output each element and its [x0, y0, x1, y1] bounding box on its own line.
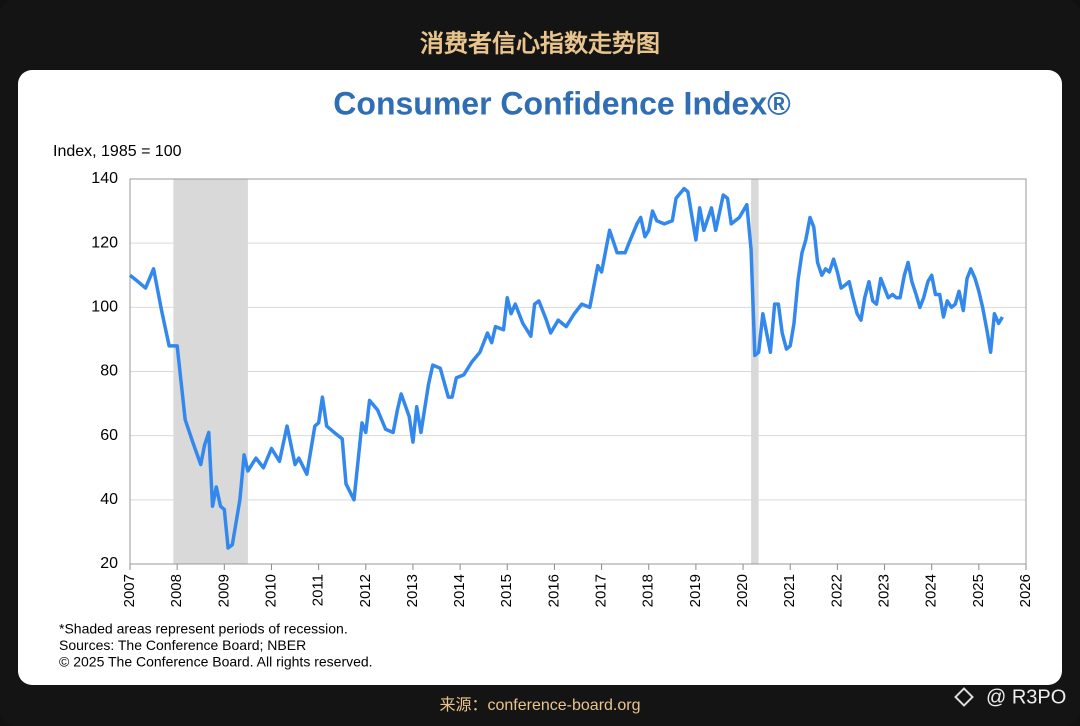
footnote: Sources: The Conference Board; NBER: [59, 637, 306, 653]
chart-title: Consumer Confidence Index®: [333, 85, 791, 121]
footnote: *Shaded areas represent periods of reces…: [59, 621, 348, 637]
x-tick-label: 2019: [687, 574, 704, 607]
x-tick-label: 2020: [734, 574, 751, 607]
x-tick-label: 2021: [781, 574, 798, 607]
x-tick-label: 2018: [640, 574, 657, 607]
watermark: @ R3PO: [986, 686, 1066, 708]
x-tick-label: 2015: [498, 574, 515, 607]
y-tick-label: 40: [100, 491, 118, 508]
x-tick-label: 2024: [923, 574, 940, 607]
x-tick-label: 2012: [357, 574, 374, 607]
y-tick-label: 80: [100, 363, 118, 380]
header: 消费者信心指数走势图: [420, 29, 660, 57]
x-tick-label: 2016: [545, 574, 562, 607]
card: [18, 70, 1062, 685]
source: 来源：conference-board.org: [440, 696, 641, 714]
watermark-icon: [954, 687, 974, 707]
x-tick-label: 2011: [310, 574, 327, 606]
x-tick-label: 2008: [168, 574, 185, 607]
x-tick-label: 2009: [215, 574, 232, 607]
x-tick-label: 2010: [262, 574, 279, 607]
x-tick-label: 2017: [593, 574, 610, 607]
y-tick-label: 100: [91, 299, 118, 316]
x-tick-label: 2023: [875, 574, 892, 607]
footnote: © 2025 The Conference Board. All rights …: [59, 654, 373, 670]
x-tick-label: 2013: [404, 574, 421, 607]
y-tick-label: 120: [91, 234, 118, 251]
y-tick-label: 140: [91, 170, 118, 187]
x-tick-label: 2007: [121, 574, 138, 607]
y-tick-label: 20: [100, 555, 118, 572]
x-tick-label: 2022: [828, 574, 845, 607]
plot-border: [129, 178, 1027, 565]
data-line: [128, 186, 1004, 550]
x-tick-label: 2025: [970, 574, 987, 607]
x-tick-label: 2014: [451, 574, 468, 607]
y-axis-label: Index, 1985 = 100: [53, 143, 182, 160]
x-tick-label: 2026: [1017, 574, 1034, 607]
y-tick-label: 60: [100, 427, 118, 444]
